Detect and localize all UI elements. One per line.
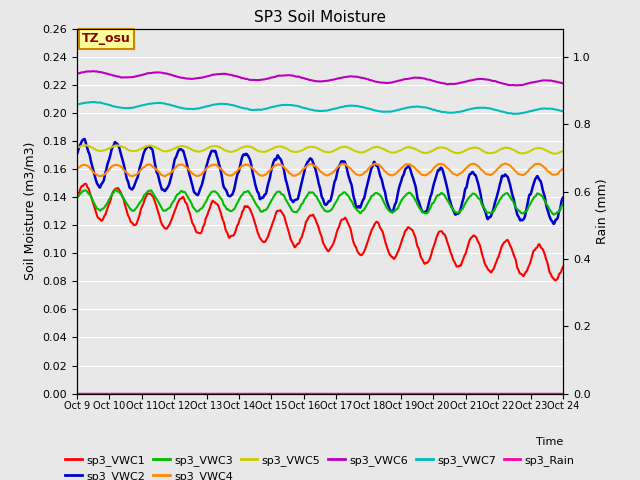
- sp3_VWC1: [552, 277, 559, 283]
- sp3_VWC3: [550, 212, 557, 217]
- sp3_VWC6: [280, 72, 287, 78]
- sp3_VWC7: [111, 104, 118, 109]
- sp3_VWC4: [161, 173, 168, 179]
- sp3_VWC2: [131, 182, 138, 188]
- sp3_VWC4: [350, 169, 358, 175]
- sp3_VWC5: [550, 151, 558, 156]
- sp3_VWC4: [290, 173, 298, 179]
- sp3_VWC6: [73, 71, 81, 76]
- sp3_VWC7: [298, 105, 306, 110]
- Line: sp3_VWC6: sp3_VWC6: [77, 71, 563, 85]
- Y-axis label: Soil Moisture (m3/m3): Soil Moisture (m3/m3): [24, 142, 36, 280]
- sp3_VWC5: [82, 143, 90, 148]
- sp3_VWC4: [280, 164, 287, 170]
- sp3_Rain: [298, 391, 306, 396]
- sp3_VWC5: [111, 143, 118, 149]
- sp3_VWC3: [559, 201, 567, 207]
- sp3_VWC2: [350, 195, 358, 201]
- sp3_VWC7: [73, 101, 81, 107]
- sp3_VWC4: [559, 166, 567, 171]
- sp3_VWC2: [280, 165, 287, 171]
- sp3_VWC3: [111, 188, 118, 194]
- sp3_VWC4: [298, 167, 306, 173]
- sp3_VWC5: [73, 145, 81, 151]
- Legend: sp3_VWC1, sp3_VWC2, sp3_VWC3, sp3_VWC4, sp3_VWC5, sp3_VWC6, sp3_VWC7, sp3_Rain: sp3_VWC1, sp3_VWC2, sp3_VWC3, sp3_VWC4, …: [61, 450, 579, 480]
- sp3_VWC1: [298, 232, 306, 238]
- sp3_Rain: [279, 391, 287, 396]
- sp3_VWC5: [290, 149, 298, 155]
- sp3_VWC6: [131, 74, 138, 80]
- sp3_VWC6: [350, 74, 358, 80]
- sp3_VWC6: [290, 73, 298, 79]
- sp3_VWC1: [559, 264, 567, 269]
- Y-axis label: Rain (mm): Rain (mm): [596, 179, 609, 244]
- sp3_VWC2: [73, 151, 81, 157]
- sp3_VWC5: [131, 148, 138, 154]
- sp3_VWC1: [290, 242, 298, 248]
- sp3_VWC7: [280, 102, 287, 108]
- sp3_VWC7: [131, 104, 138, 110]
- Line: sp3_VWC1: sp3_VWC1: [77, 184, 563, 280]
- sp3_VWC3: [280, 192, 287, 198]
- sp3_VWC2: [290, 199, 298, 204]
- sp3_Rain: [111, 391, 118, 396]
- sp3_VWC7: [509, 111, 517, 117]
- sp3_Rain: [559, 391, 567, 396]
- sp3_VWC3: [111, 187, 119, 192]
- sp3_VWC3: [350, 204, 358, 209]
- sp3_VWC5: [559, 148, 567, 154]
- sp3_VWC6: [89, 68, 97, 74]
- sp3_VWC7: [350, 103, 358, 108]
- sp3_VWC2: [550, 221, 557, 227]
- sp3_VWC2: [81, 136, 88, 142]
- sp3_VWC7: [559, 108, 567, 114]
- sp3_VWC5: [298, 147, 306, 153]
- sp3_VWC1: [73, 193, 81, 199]
- sp3_VWC3: [290, 209, 298, 215]
- sp3_Rain: [131, 391, 138, 396]
- sp3_VWC4: [131, 172, 138, 178]
- Text: TZ_osu: TZ_osu: [82, 33, 131, 46]
- sp3_VWC4: [111, 162, 118, 168]
- sp3_VWC3: [298, 201, 306, 206]
- sp3_VWC3: [73, 194, 81, 200]
- Title: SP3 Soil Moisture: SP3 Soil Moisture: [254, 10, 386, 25]
- sp3_VWC2: [559, 194, 567, 200]
- sp3_VWC6: [111, 73, 118, 79]
- sp3_VWC7: [90, 99, 97, 105]
- sp3_VWC5: [350, 147, 358, 153]
- sp3_VWC6: [559, 81, 567, 86]
- sp3_VWC6: [512, 83, 520, 88]
- sp3_VWC5: [280, 144, 287, 150]
- sp3_Rain: [73, 391, 81, 396]
- Line: sp3_VWC7: sp3_VWC7: [77, 102, 563, 114]
- sp3_VWC3: [131, 207, 138, 213]
- Line: sp3_VWC2: sp3_VWC2: [77, 139, 563, 224]
- sp3_Rain: [349, 391, 357, 396]
- Line: sp3_VWC4: sp3_VWC4: [77, 163, 563, 176]
- sp3_VWC1: [131, 222, 138, 228]
- sp3_VWC4: [73, 166, 81, 172]
- sp3_VWC7: [290, 103, 298, 108]
- Line: sp3_VWC5: sp3_VWC5: [77, 145, 563, 154]
- Line: sp3_VWC3: sp3_VWC3: [77, 190, 563, 215]
- sp3_VWC1: [111, 187, 118, 192]
- sp3_VWC2: [111, 140, 118, 145]
- sp3_VWC4: [502, 160, 509, 166]
- sp3_VWC6: [298, 75, 306, 81]
- sp3_Rain: [289, 391, 297, 396]
- sp3_VWC1: [280, 212, 287, 218]
- sp3_VWC1: [350, 240, 358, 246]
- sp3_VWC1: [82, 181, 90, 187]
- sp3_VWC2: [298, 177, 306, 183]
- Text: Time: Time: [536, 437, 563, 447]
